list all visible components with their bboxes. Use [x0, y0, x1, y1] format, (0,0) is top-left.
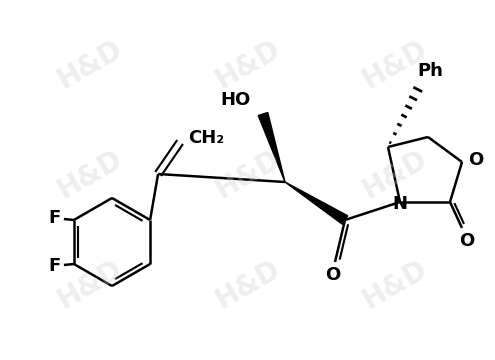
Text: H&D: H&D — [210, 145, 286, 205]
Text: H&D: H&D — [52, 35, 127, 95]
Text: H&D: H&D — [210, 255, 286, 315]
Text: O: O — [459, 232, 475, 250]
Text: H&D: H&D — [357, 35, 433, 95]
Text: N: N — [393, 195, 407, 213]
Text: HO: HO — [220, 91, 250, 109]
Polygon shape — [285, 182, 347, 224]
Text: O: O — [325, 266, 341, 284]
Polygon shape — [258, 112, 285, 182]
Text: F: F — [49, 209, 61, 227]
Text: H&D: H&D — [210, 35, 286, 95]
Text: H&D: H&D — [357, 145, 433, 205]
Text: H&D: H&D — [52, 255, 127, 315]
Text: F: F — [49, 257, 61, 275]
Text: H&D: H&D — [52, 145, 127, 205]
Text: H&D: H&D — [357, 255, 433, 315]
Text: CH₂: CH₂ — [188, 129, 224, 147]
Text: O: O — [468, 151, 484, 169]
Text: Ph: Ph — [417, 62, 443, 80]
